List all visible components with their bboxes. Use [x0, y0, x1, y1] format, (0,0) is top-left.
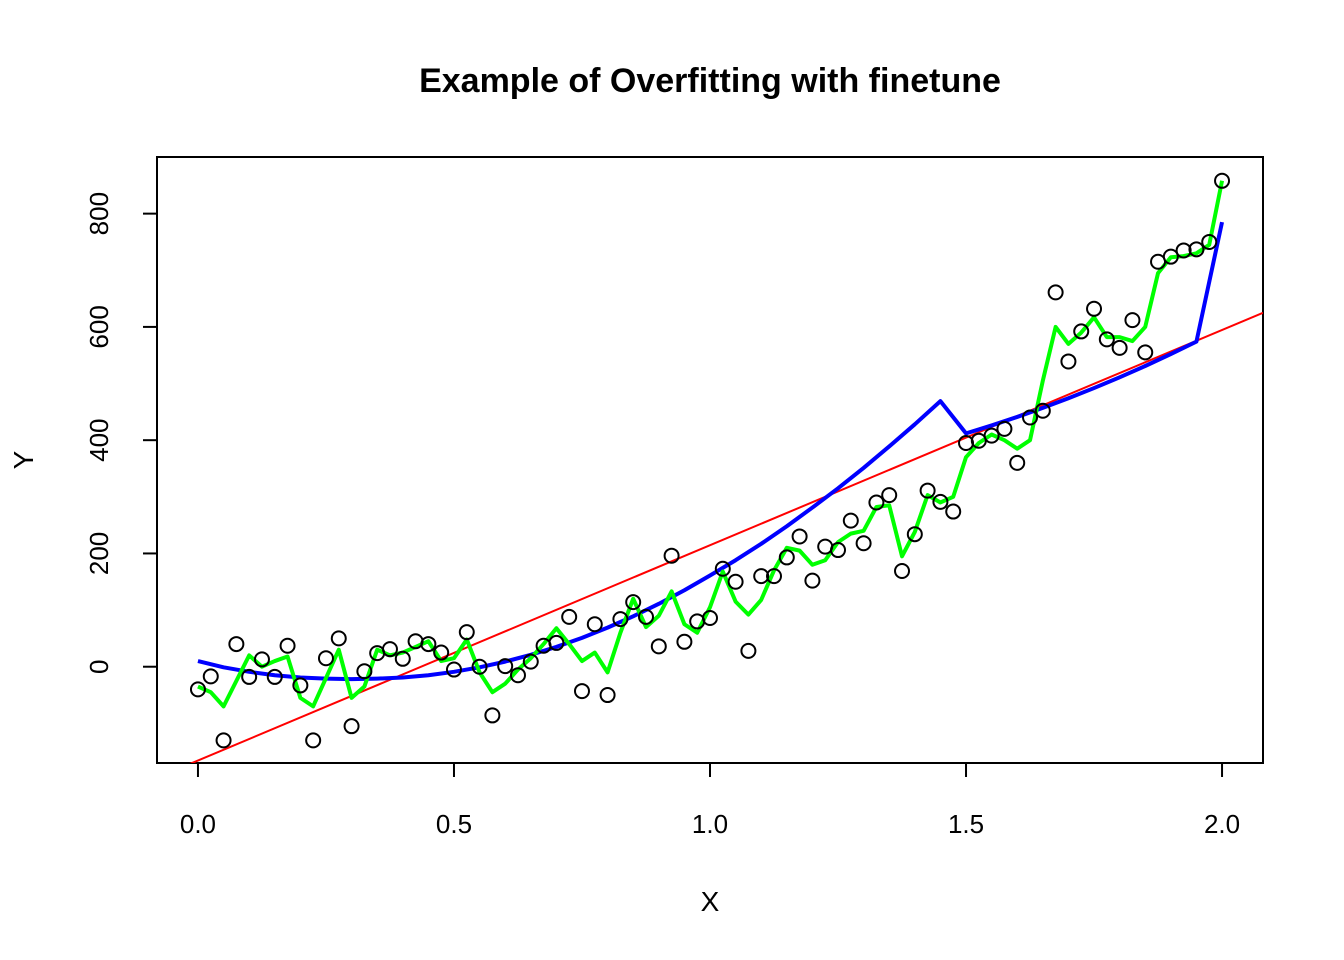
data-point	[1022, 409, 1039, 426]
data-point	[727, 573, 744, 590]
data-point	[445, 661, 462, 678]
x-tick-label: 2.0	[1204, 809, 1240, 839]
y-tick-label: 400	[84, 418, 114, 461]
data-point	[215, 732, 232, 749]
data-point	[381, 641, 398, 658]
data-point	[1086, 300, 1103, 317]
data-point	[778, 549, 795, 566]
data-point	[292, 677, 309, 694]
data-point	[1060, 353, 1077, 370]
data-point	[1047, 284, 1064, 301]
data-point	[433, 644, 450, 661]
data-point	[509, 667, 526, 684]
data-point	[855, 535, 872, 552]
data-point	[1175, 242, 1192, 259]
x-axis: 0.0 0.5 1.0 1.5 2.0	[180, 762, 1240, 839]
series-line-red	[189, 311, 1263, 763]
x-tick-label: 1.0	[692, 809, 728, 839]
y-tick-label: 0	[84, 659, 114, 673]
y-axis-label: Y	[8, 450, 39, 469]
y-tick-label: 200	[84, 532, 114, 575]
data-point	[791, 528, 808, 545]
data-point	[356, 663, 373, 680]
data-point	[599, 687, 616, 704]
data-point	[189, 681, 206, 698]
data-point	[1073, 323, 1090, 340]
data-point	[714, 560, 731, 577]
data-point	[740, 642, 757, 659]
data-point	[484, 707, 501, 724]
data-point	[753, 568, 770, 585]
data-point	[983, 427, 1000, 444]
data-point	[663, 547, 680, 564]
data-point	[394, 650, 411, 667]
data-point	[945, 503, 962, 520]
data-point	[881, 487, 898, 504]
data-point	[573, 683, 590, 700]
data-point	[804, 572, 821, 589]
data-point	[1137, 344, 1154, 361]
data-point	[1162, 248, 1179, 265]
data-point	[305, 732, 322, 749]
data-point	[894, 563, 911, 580]
x-axis-label: X	[701, 886, 720, 917]
y-axis: 0 200 400 600 800	[84, 192, 158, 674]
data-point	[637, 608, 654, 625]
data-point	[625, 594, 642, 611]
data-point	[1009, 454, 1026, 471]
data-point	[1214, 172, 1231, 189]
data-point	[1111, 339, 1128, 356]
data-point	[868, 494, 885, 511]
data-point	[919, 482, 936, 499]
data-point	[906, 526, 923, 543]
data-point	[817, 538, 834, 555]
data-point	[1201, 233, 1218, 250]
data-point	[676, 633, 693, 650]
data-point	[317, 650, 334, 667]
series-layer	[189, 180, 1263, 763]
data-point	[1034, 402, 1051, 419]
y-tick-label: 600	[84, 305, 114, 348]
data-point	[650, 638, 667, 655]
data-point	[932, 493, 949, 510]
data-point	[996, 420, 1013, 437]
data-point	[343, 718, 360, 735]
data-point	[202, 668, 219, 685]
data-point	[561, 608, 578, 625]
data-point	[1124, 312, 1141, 329]
data-point	[842, 512, 859, 529]
data-point	[471, 658, 488, 675]
data-point	[279, 637, 296, 654]
y-tick-label: 800	[84, 192, 114, 235]
plot-frame	[156, 156, 1264, 764]
x-tick-label: 0.0	[180, 809, 216, 839]
data-point	[522, 653, 539, 670]
data-point	[241, 668, 258, 685]
data-point	[830, 542, 847, 559]
points-layer	[189, 172, 1231, 749]
series-line-green	[197, 180, 1225, 709]
data-point	[497, 658, 514, 675]
chart-title: Example of Overfitting with finetune	[419, 62, 1001, 100]
data-point	[612, 611, 629, 628]
data-point	[266, 668, 283, 685]
data-point	[1098, 331, 1115, 348]
data-point	[586, 616, 603, 633]
data-point	[228, 636, 245, 653]
x-tick-label: 1.5	[948, 809, 984, 839]
data-point	[1188, 241, 1205, 258]
data-point	[330, 630, 347, 647]
data-point	[548, 634, 565, 651]
data-point	[420, 636, 437, 653]
x-tick-label: 0.5	[436, 809, 472, 839]
data-point	[458, 624, 475, 641]
data-point	[702, 610, 718, 627]
data-point	[766, 568, 783, 585]
data-point	[253, 651, 270, 668]
